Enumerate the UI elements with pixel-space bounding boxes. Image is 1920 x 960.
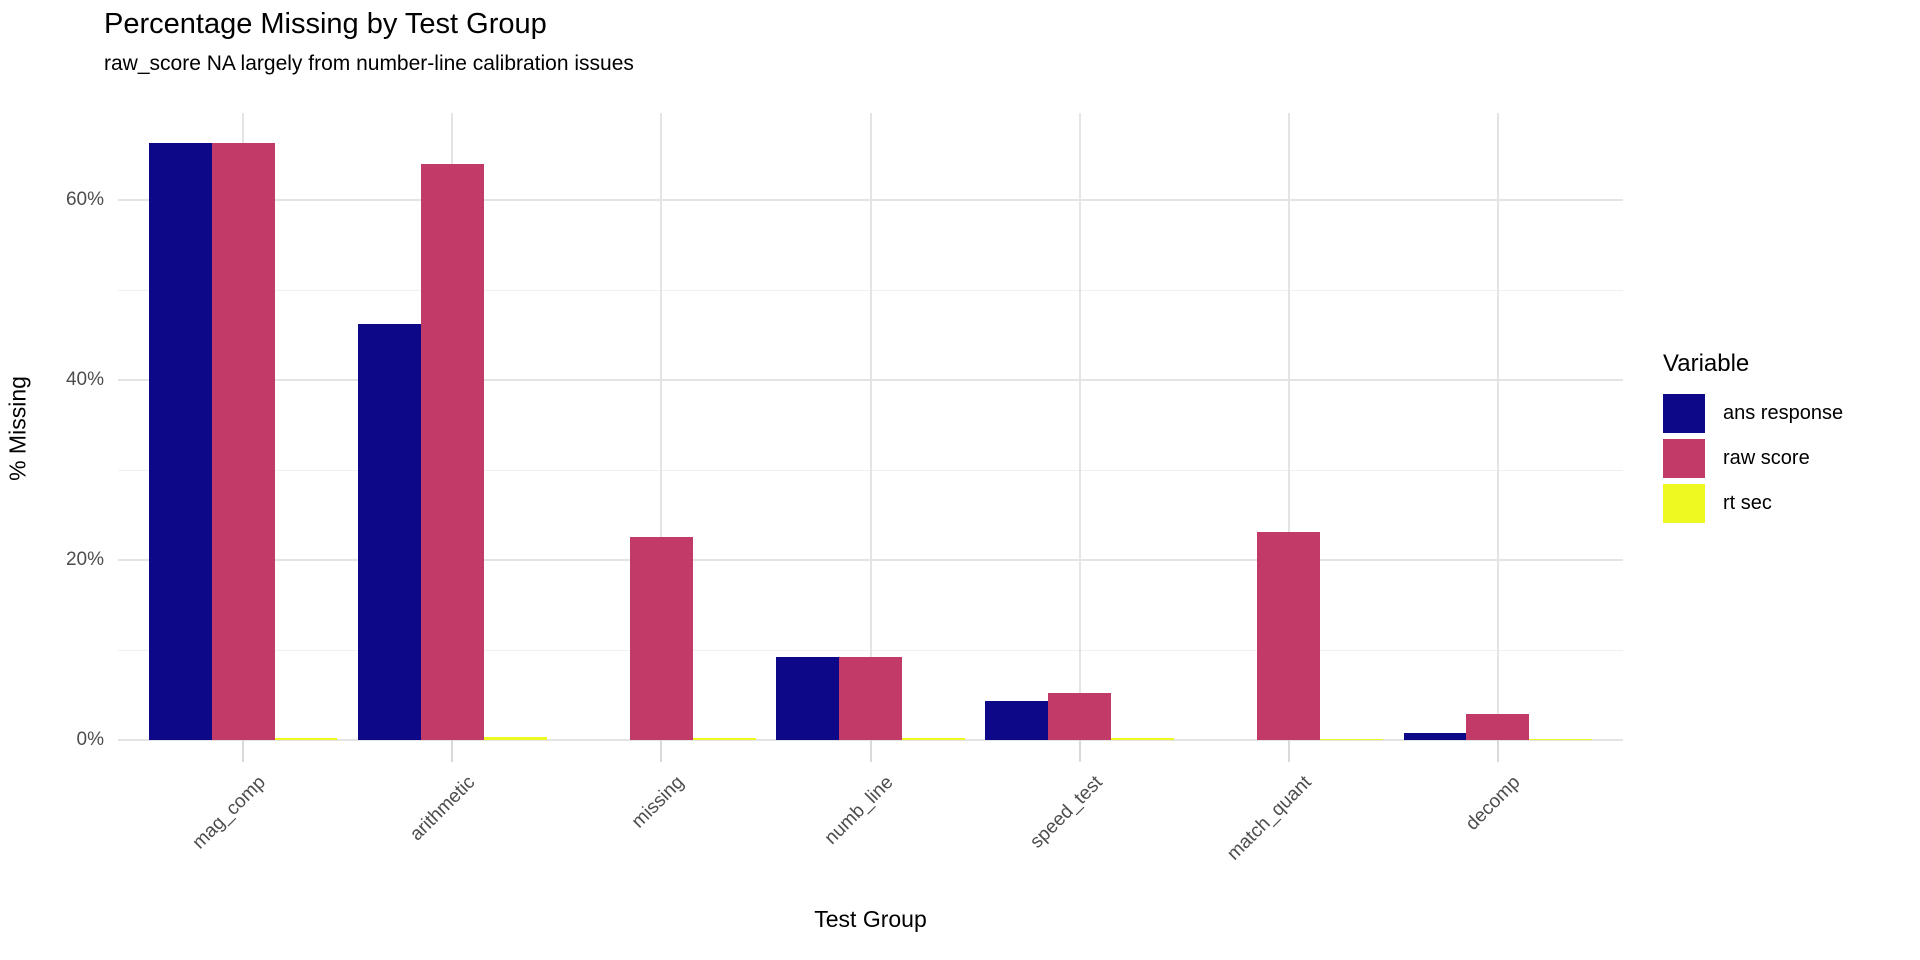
bar-raw-score-decomp bbox=[1466, 713, 1529, 740]
bar-rt-sec-missing bbox=[692, 738, 756, 740]
x-tick-mark bbox=[869, 740, 872, 762]
bar-ans-response-arithmetic bbox=[358, 324, 422, 740]
x-tick-label: missing bbox=[627, 772, 689, 833]
y-tick-label: 60% bbox=[65, 189, 104, 211]
y-tick-label: 0% bbox=[76, 729, 104, 750]
gridline-vertical bbox=[1287, 113, 1290, 740]
bar-rt-sec-speed_test bbox=[1110, 738, 1174, 740]
gridline-vertical bbox=[1496, 113, 1499, 740]
legend-label: raw score bbox=[1723, 447, 1810, 469]
legend-item: ans response bbox=[1663, 394, 1913, 433]
legend: Variable ans response raw score rt sec bbox=[1663, 350, 1913, 529]
legend-label: rt sec bbox=[1723, 492, 1772, 514]
x-tick-label: decomp bbox=[1461, 772, 1525, 835]
gridline-vertical bbox=[1078, 113, 1081, 740]
x-tick-mark bbox=[660, 740, 663, 762]
chart-subtitle: raw_score NA largely from number-line ca… bbox=[104, 52, 634, 75]
legend-items: ans response raw score rt sec bbox=[1663, 394, 1913, 523]
x-tick-label: speed_test bbox=[1025, 772, 1107, 853]
bar-rt-sec-mag_comp bbox=[274, 738, 338, 740]
x-tick-label: mag_comp bbox=[188, 772, 271, 854]
y-tick-label: 40% bbox=[65, 369, 104, 391]
chart-title: Percentage Missing by Test Group bbox=[104, 8, 547, 40]
legend-item: raw score bbox=[1663, 439, 1913, 478]
bar-raw-score-speed_test bbox=[1048, 693, 1111, 740]
legend-label: ans response bbox=[1723, 402, 1844, 424]
bar-rt-sec-match_quant bbox=[1319, 738, 1383, 740]
x-tick-mark bbox=[1078, 740, 1081, 762]
bar-raw-score-numb_line bbox=[839, 657, 902, 740]
legend-key-swatch bbox=[1663, 439, 1705, 478]
legend-item: rt sec bbox=[1663, 484, 1913, 523]
bar-ans-response-numb_line bbox=[776, 657, 840, 740]
bar-raw-score-arithmetic bbox=[421, 164, 484, 740]
x-tick-label: numb_line bbox=[820, 772, 898, 849]
x-axis-title: Test Group bbox=[814, 906, 927, 932]
bar-ans-response-decomp bbox=[1403, 732, 1467, 740]
legend-key-swatch bbox=[1663, 394, 1705, 433]
bar-rt-sec-decomp bbox=[1528, 738, 1592, 740]
y-tick-label: 20% bbox=[65, 549, 104, 571]
gridline-vertical bbox=[660, 113, 663, 740]
x-tick-mark bbox=[242, 740, 245, 762]
bar-raw-score-missing bbox=[630, 536, 693, 740]
x-tick-label: match_quant bbox=[1222, 772, 1316, 865]
bar-rt-sec-arithmetic bbox=[483, 737, 547, 740]
bar-raw-score-mag_comp bbox=[212, 142, 275, 740]
x-tick-label: arithmetic bbox=[406, 772, 480, 846]
x-tick-mark bbox=[1496, 740, 1499, 762]
bar-ans-response-speed_test bbox=[985, 701, 1049, 740]
plot-panel bbox=[118, 113, 1623, 741]
bar-ans-response-mag_comp bbox=[149, 142, 213, 740]
legend-key-swatch bbox=[1663, 484, 1705, 523]
bar-raw-score-match_quant bbox=[1257, 532, 1320, 740]
bar-rt-sec-numb_line bbox=[901, 738, 965, 740]
y-axis-title: % Missing bbox=[4, 376, 31, 481]
x-tick-mark bbox=[451, 740, 454, 762]
gridline-vertical bbox=[869, 113, 872, 740]
legend-title: Variable bbox=[1663, 350, 1750, 377]
x-tick-mark bbox=[1287, 740, 1290, 762]
